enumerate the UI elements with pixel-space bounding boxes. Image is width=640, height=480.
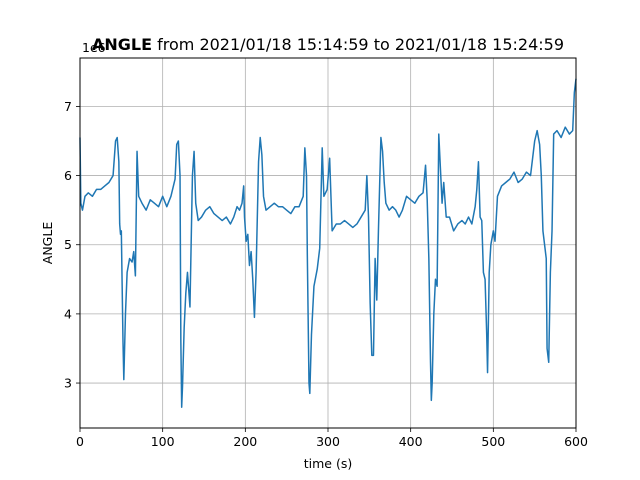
x-axis: 0 100 200 300 400 500 600 — [76, 428, 588, 449]
x-tick-label: 300 — [316, 434, 340, 449]
y-tick-label: 4 — [64, 306, 72, 321]
chart-title-bold: ANGLE — [92, 35, 152, 54]
x-tick-label: 600 — [564, 434, 588, 449]
x-tick-label: 400 — [399, 434, 423, 449]
x-tick-label: 0 — [76, 434, 84, 449]
x-tick-label: 200 — [233, 434, 257, 449]
x-axis-label: time (s) — [304, 456, 352, 471]
series-layer — [79, 78, 577, 408]
x-tick-label: 500 — [481, 434, 505, 449]
y-tick-label: 6 — [64, 168, 72, 183]
y-tick-label: 7 — [64, 99, 72, 114]
chart-title-rest: from 2021/01/18 15:14:59 to 2021/01/18 1… — [152, 35, 564, 54]
x-tick-label: 100 — [151, 434, 175, 449]
chart-title: ANGLE from 2021/01/18 15:14:59 to 2021/0… — [92, 35, 564, 54]
series-line — [79, 78, 577, 408]
y-axis: 3 4 5 6 7 — [64, 99, 80, 391]
y-offset-text: 1e6 — [82, 40, 106, 55]
y-tick-label: 5 — [64, 237, 72, 252]
y-axis-label: ANGLE — [40, 222, 55, 265]
y-tick-label: 3 — [64, 376, 72, 391]
